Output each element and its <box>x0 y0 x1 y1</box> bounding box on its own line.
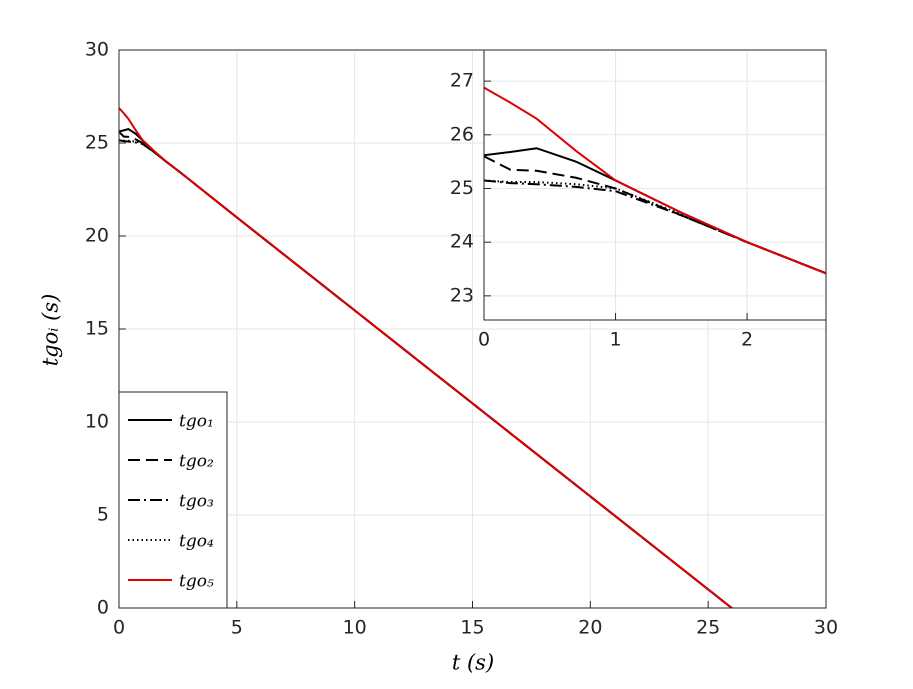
x-axis-label: t (s) <box>452 651 494 675</box>
series-line <box>119 139 733 608</box>
y-tick-label: 27 <box>450 70 474 92</box>
series-line <box>484 179 826 275</box>
legend-label: tgo₄ <box>179 532 214 552</box>
axes-box <box>118 49 827 609</box>
x-tick-label: 2 <box>741 329 753 351</box>
legend-label: tgo₅ <box>179 572 214 592</box>
axes-box <box>483 49 827 321</box>
y-tick-label: 0 <box>97 597 109 619</box>
legend-label: tgo₃ <box>179 492 214 512</box>
y-tick-label: 20 <box>85 225 109 247</box>
x-tick-label: 10 <box>343 617 367 639</box>
axes: 0 1 2 23 24 25 26 27 <box>450 49 827 351</box>
series-line <box>119 107 733 608</box>
x-tick-label: 20 <box>578 617 602 639</box>
legend-label: tgo₁ <box>179 412 214 432</box>
x-tick-label: 15 <box>460 617 484 639</box>
legend: tgo₁ tgo₂ tgo₃ tgo₄ tgo₅ <box>118 391 228 609</box>
plot-area <box>484 50 826 320</box>
y-tick-label: 15 <box>85 318 109 340</box>
series-line <box>484 155 826 275</box>
series-line <box>484 86 826 275</box>
legend-label: tgo₂ <box>179 452 214 472</box>
x-tick-label: 30 <box>814 617 838 639</box>
lines <box>484 86 826 275</box>
x-tick-label: 25 <box>696 617 720 639</box>
y-tick-label: 26 <box>450 123 474 145</box>
x-tick-label: 0 <box>478 329 490 351</box>
lines <box>119 107 733 608</box>
y-tick-label: 24 <box>450 231 474 253</box>
y-tick-label: 23 <box>450 284 474 306</box>
y-tick-label: 10 <box>85 411 109 433</box>
y-tick-label: 25 <box>450 177 474 199</box>
x-tick-label: 5 <box>231 617 243 639</box>
y-axis-label: tgoᵢ (s) <box>39 294 63 367</box>
x-tick-label: 1 <box>609 329 621 351</box>
x-tick-label: 0 <box>113 617 125 639</box>
y-tick-label: 25 <box>85 132 109 154</box>
y-tick-label: 30 <box>85 39 109 61</box>
y-tick-label: 5 <box>97 504 109 526</box>
